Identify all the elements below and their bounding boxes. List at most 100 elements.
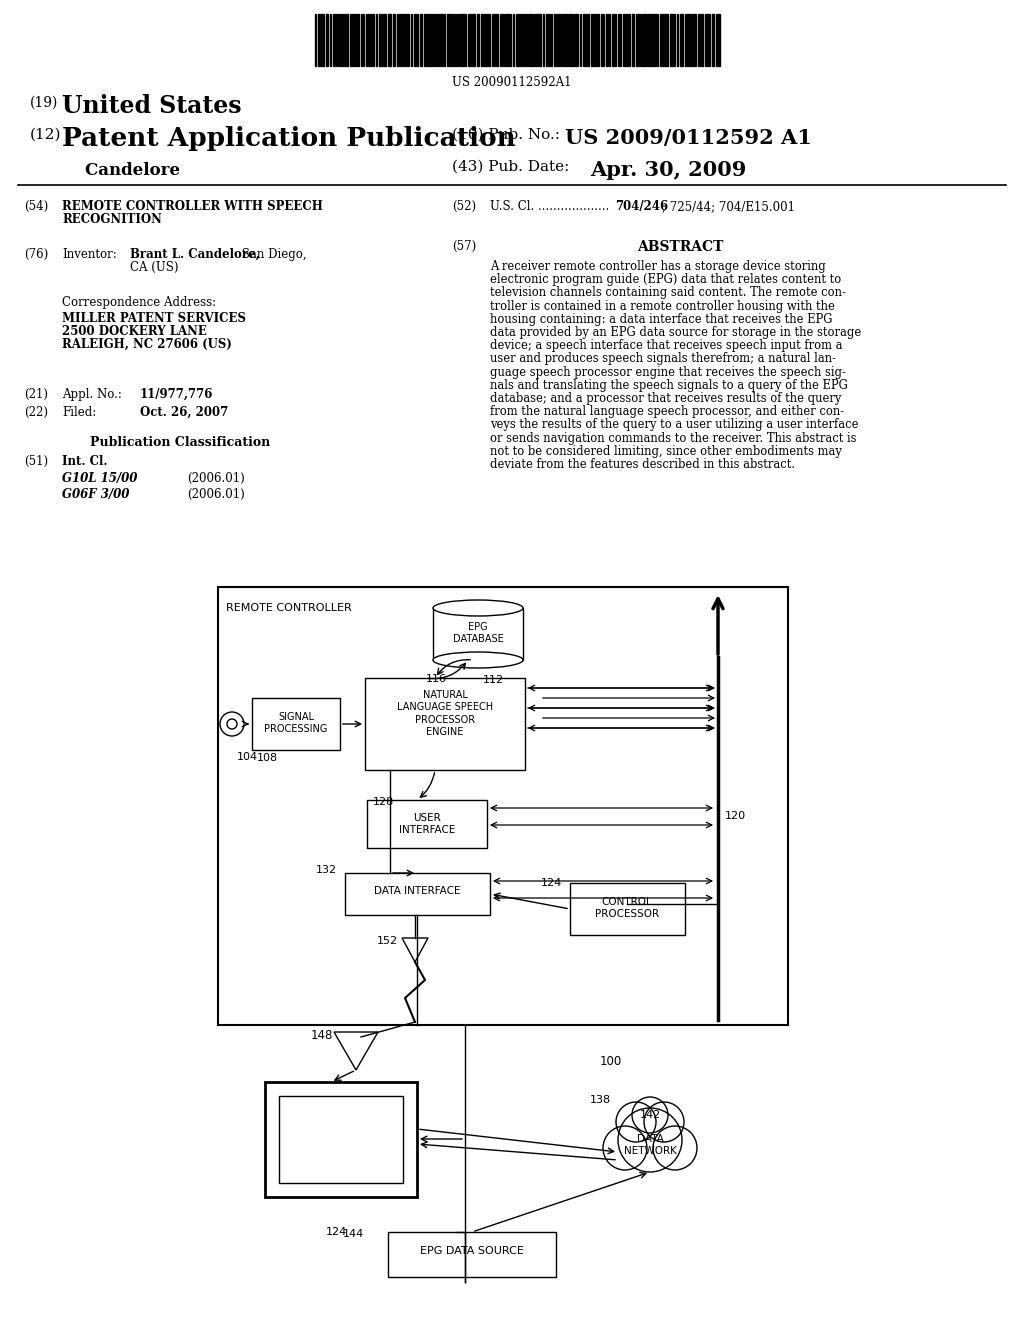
Circle shape [603,1126,647,1170]
Text: NATURAL
LANGUAGE SPEECH
PROCESSOR
ENGINE: NATURAL LANGUAGE SPEECH PROCESSOR ENGINE [397,690,494,737]
Text: (22): (22) [24,407,48,418]
Text: US 20090112592A1: US 20090112592A1 [453,77,571,88]
Text: not to be considered limiting, since other embodiments may: not to be considered limiting, since oth… [490,445,842,458]
Text: ABSTRACT: ABSTRACT [637,240,723,253]
Bar [570,883,685,935]
Bar [388,15,391,66]
Text: data provided by an EPG data source for storage in the storage: data provided by an EPG data source for … [490,326,861,339]
Bar [651,15,653,66]
Circle shape [227,719,237,729]
Bar [597,15,599,66]
Bar [437,15,439,66]
Text: user and produces speech signals therefrom; a natural lan-: user and produces speech signals therefr… [490,352,836,366]
Text: DATA
NETWORK: DATA NETWORK [624,1134,677,1156]
Circle shape [632,1097,668,1133]
Text: device; a speech interface that receives speech input from a: device; a speech interface that receives… [490,339,843,352]
Bar [623,15,625,66]
Bar [481,15,483,66]
Text: or sends navigation commands to the receiver. This abstract is: or sends navigation commands to the rece… [490,432,856,445]
Bar [393,15,395,66]
Text: (19): (19) [30,96,58,110]
Text: 142: 142 [640,1110,662,1119]
Ellipse shape [433,601,523,616]
Text: MILLER PATENT SERVICES: MILLER PATENT SERVICES [62,312,246,325]
Bar [591,15,594,66]
Bar [388,1232,556,1276]
Text: 104: 104 [237,752,258,762]
Text: US 2009/0112592 A1: US 2009/0112592 A1 [565,128,812,148]
Text: Brant L. Candelore,: Brant L. Candelore, [130,248,260,261]
Text: veys the results of the query to a user utilizing a user interface: veys the results of the query to a user … [490,418,858,432]
Text: 2500 DOCKERY LANE: 2500 DOCKERY LANE [62,325,207,338]
Text: nals and translating the speech signals to a query of the EPG: nals and translating the speech signals … [490,379,848,392]
Bar [461,15,464,66]
Bar [563,15,565,66]
Text: EPG DATA SOURCE: EPG DATA SOURCE [420,1246,524,1257]
Text: from the natural language speech processor, and either con-: from the natural language speech process… [490,405,844,418]
Bar [529,15,532,66]
Bar [496,15,498,66]
Bar [506,15,509,66]
Ellipse shape [433,652,523,668]
Bar [647,15,650,66]
Text: CONTROL
PROCESSOR: CONTROL PROCESSOR [595,898,659,920]
Bar [333,15,335,66]
Bar [516,15,519,66]
Text: EPG
DATABASE: EPG DATABASE [453,622,504,644]
Text: (51): (51) [24,455,48,469]
Text: 138: 138 [590,1096,611,1105]
Text: (10) Pub. No.:: (10) Pub. No.: [452,128,560,143]
Text: 128: 128 [373,797,394,807]
Text: Publication Classification: Publication Classification [90,436,270,449]
Bar [654,15,656,66]
Circle shape [616,1102,656,1142]
Bar [632,15,634,66]
Bar [680,15,683,66]
Text: housing containing: a data interface that receives the EPG: housing containing: a data interface tha… [490,313,833,326]
Text: 112: 112 [483,675,504,685]
Text: USER
INTERFACE: USER INTERFACE [398,813,456,836]
Text: 124: 124 [326,1228,347,1237]
Bar [698,15,700,66]
Text: 108: 108 [257,752,279,763]
Bar [450,15,452,66]
Bar [566,15,568,66]
Bar [707,15,710,66]
Bar [383,15,386,66]
Text: (54): (54) [24,201,48,213]
Bar [583,15,585,66]
Text: (52): (52) [452,201,476,213]
Text: (57): (57) [452,240,476,253]
Bar [712,15,714,66]
Bar [670,15,673,66]
Bar [484,15,487,66]
Text: Apr. 30, 2009: Apr. 30, 2009 [590,160,746,180]
Bar [662,15,664,66]
Text: Correspondence Address:: Correspondence Address: [62,296,216,309]
Bar [368,15,370,66]
Bar [352,15,354,66]
Bar [414,15,416,66]
Bar [403,15,406,66]
Bar [361,15,364,66]
Bar [433,609,523,660]
Bar [524,15,526,66]
Text: deviate from the features described in this abstract.: deviate from the features described in t… [490,458,795,471]
Bar [488,15,490,66]
Bar [636,15,638,66]
Bar [477,15,479,66]
Text: Candelore: Candelore [62,162,180,180]
Text: 148: 148 [311,1030,334,1041]
Bar [318,15,319,66]
Text: U.S. Cl. ...................: U.S. Cl. ................... [490,201,613,213]
Text: 704/246: 704/246 [615,201,668,213]
Text: REMOTE CONTROLLER WITH SPEECH: REMOTE CONTROLLER WITH SPEECH [62,201,323,213]
Text: 100: 100 [600,1055,623,1068]
Bar [718,15,720,66]
Bar [612,15,614,66]
Bar [687,15,690,66]
Bar [606,15,608,66]
Text: RECOGNITION: RECOGNITION [62,213,162,226]
Text: United States: United States [62,94,242,117]
Text: SIGNAL
PROCESSING: SIGNAL PROCESSING [264,711,328,734]
